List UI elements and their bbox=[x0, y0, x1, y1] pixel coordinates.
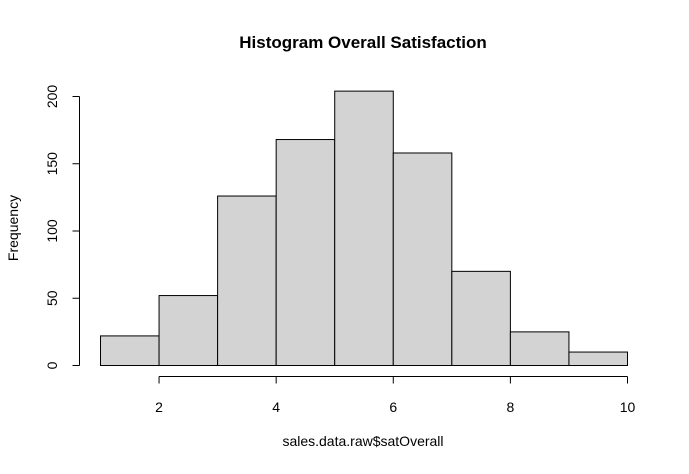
x-tick-label: 8 bbox=[506, 399, 514, 415]
histogram-bar bbox=[158, 295, 219, 366]
histogram-bar bbox=[392, 152, 453, 366]
y-tick-label: 50 bbox=[44, 290, 60, 306]
histogram-bar bbox=[100, 335, 160, 367]
y-tick-label: 100 bbox=[44, 219, 60, 243]
y-tick-label: 200 bbox=[44, 85, 60, 109]
histogram-bar bbox=[451, 270, 511, 367]
x-tick-label: 2 bbox=[155, 399, 163, 415]
histogram-bar bbox=[275, 139, 336, 366]
histogram-bar bbox=[217, 195, 277, 366]
chart-title: Histogram Overall Satisfaction bbox=[239, 33, 487, 52]
histogram-bar bbox=[509, 331, 570, 366]
histogram-bar bbox=[568, 351, 629, 366]
x-axis-label: sales.data.raw$satOverall bbox=[282, 433, 443, 449]
y-axis-label: Frequency bbox=[5, 195, 21, 261]
x-tick-label: 4 bbox=[272, 399, 280, 415]
x-tick-label: 6 bbox=[389, 399, 397, 415]
y-axis: 0 50 100 150 200 bbox=[44, 85, 80, 369]
x-tick-label: 10 bbox=[620, 399, 636, 415]
y-tick-label: 150 bbox=[44, 152, 60, 176]
bars-group bbox=[100, 90, 629, 367]
y-tick-label: 0 bbox=[44, 361, 60, 369]
x-axis: 2 4 6 8 10 bbox=[155, 376, 636, 415]
histogram-bar bbox=[334, 90, 394, 367]
